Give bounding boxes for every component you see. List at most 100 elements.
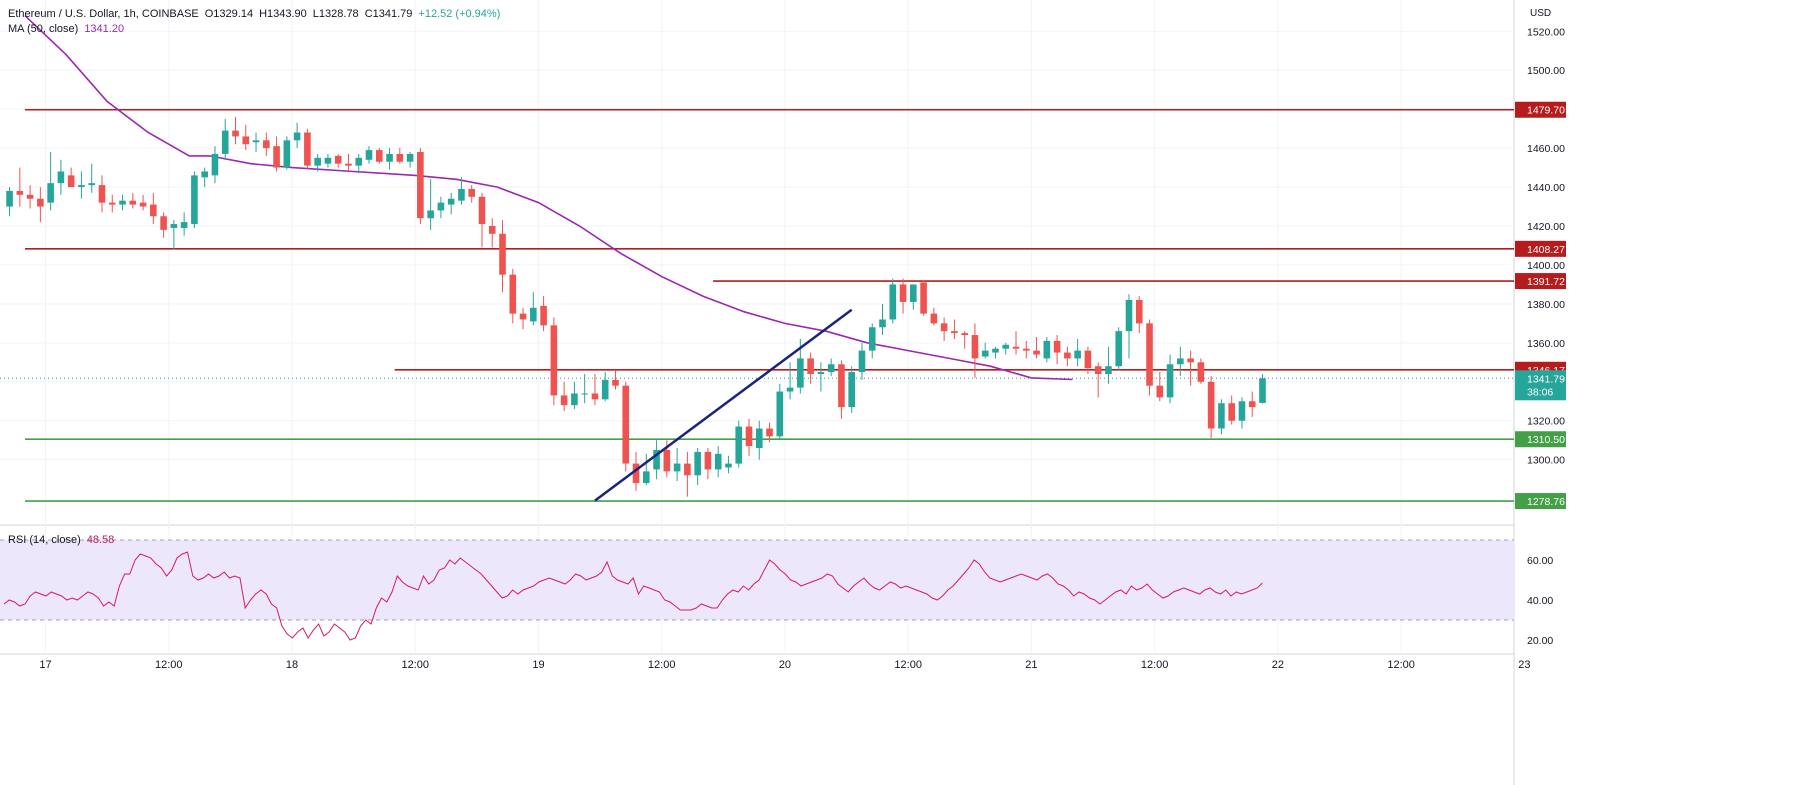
candle-body — [509, 274, 517, 314]
candle-body — [725, 463, 732, 468]
candle-body — [1043, 340, 1051, 359]
candle-body — [735, 426, 743, 464]
candle-body — [930, 313, 938, 324]
candle-body — [211, 153, 219, 176]
price-tick-label: 1320.00 — [1527, 416, 1565, 428]
candle-body — [560, 395, 568, 406]
candle-body — [1156, 385, 1164, 398]
high-value: H1343.90 — [259, 8, 307, 20]
candle-body — [817, 372, 825, 374]
time-axis: 17 12:00 18 12:00 19 12:00 20 12:00 21 12:00 22 12:… — [39, 659, 1530, 671]
candle-body — [971, 335, 979, 359]
rsi-band — [0, 540, 1514, 620]
candle-body — [612, 379, 619, 386]
price-tick-label: 1400.00 — [1527, 260, 1565, 272]
price-tick-label: 1460.00 — [1527, 143, 1565, 155]
candle-body — [591, 393, 599, 400]
candle-body — [848, 372, 855, 408]
support-level-label: 1310.50 — [1527, 434, 1565, 446]
candle-body — [108, 202, 116, 205]
candle-body — [1207, 381, 1215, 429]
candle-body — [694, 451, 701, 476]
price-tick-label: 1420.00 — [1527, 221, 1565, 233]
currency-label: USD — [1530, 8, 1551, 19]
candle-body — [6, 190, 13, 207]
rsi-tick-label: 40.00 — [1527, 595, 1553, 607]
candle-body — [899, 284, 907, 302]
candle-body — [201, 171, 208, 178]
candle-body — [314, 157, 321, 166]
candle-body — [242, 136, 250, 145]
candle-body — [550, 325, 558, 396]
candle-body — [653, 449, 660, 470]
support-level-tag — [1515, 493, 1566, 510]
rsi-tick-label: 60.00 — [1527, 555, 1553, 567]
ma-legend: MA (50, close) 1341.20 — [8, 23, 130, 35]
candle-body — [1012, 346, 1020, 349]
candle-body — [622, 385, 630, 464]
candle-body — [16, 190, 24, 195]
candle-body — [283, 140, 291, 168]
price-tick-label: 1360.00 — [1527, 338, 1565, 350]
candle-body — [1259, 378, 1266, 403]
resistance-level-tag — [1515, 273, 1566, 290]
candle-body — [375, 150, 383, 162]
candle-body — [910, 284, 917, 302]
time-tick-label: 12:00 — [648, 659, 676, 671]
candle-body — [642, 471, 650, 484]
time-tick-label: 12:00 — [155, 659, 183, 671]
candle-body — [263, 140, 270, 149]
time-tick-label: 20 — [779, 659, 791, 671]
candle-body — [858, 350, 866, 373]
trendline-layer — [594, 308, 853, 502]
candle-body — [427, 210, 434, 219]
candle-body — [1238, 401, 1246, 421]
candle-body — [807, 358, 814, 374]
rsi-legend: RSI (14, close) 48.58 — [8, 534, 120, 546]
last-price-tag — [1515, 370, 1566, 401]
candle-body — [437, 202, 445, 211]
candle-body — [1105, 366, 1112, 374]
candle-body — [889, 284, 897, 320]
candle-body — [304, 132, 311, 166]
candle-body — [571, 393, 578, 406]
candle-body — [797, 358, 804, 388]
candle-body — [180, 222, 188, 228]
candle-body — [601, 379, 609, 400]
candlestick-series — [6, 116, 1266, 497]
candle-body — [221, 130, 229, 154]
candle-body — [1053, 340, 1061, 353]
resistance-level-label: 1479.70 — [1527, 105, 1565, 117]
candle-body — [1187, 358, 1194, 363]
candle-body — [838, 364, 845, 408]
candle-body — [406, 153, 414, 162]
candle-body — [88, 183, 96, 186]
open-value: O1329.14 — [204, 8, 254, 20]
candle-body — [632, 463, 640, 484]
rsi-value: 48.58 — [86, 534, 115, 546]
candle-body — [673, 463, 681, 472]
candle-body — [1094, 366, 1102, 374]
price-tick-label: 1440.00 — [1527, 182, 1565, 194]
ma50-line — [24, 15, 1073, 381]
candle-body — [684, 463, 691, 476]
candle-body — [1228, 403, 1235, 421]
candle-body — [1074, 350, 1081, 359]
last-price-label: 1341.79 — [1527, 373, 1565, 385]
candle-body — [478, 196, 486, 225]
rsi-tick-label: 20.00 — [1527, 635, 1553, 647]
candle-body — [1084, 350, 1092, 369]
rsi-pane — [0, 539, 1514, 641]
time-tick-label: 22 — [1272, 659, 1284, 671]
time-tick-label: 21 — [1025, 659, 1037, 671]
candle-body — [26, 194, 34, 199]
price-tick-label: 1520.00 — [1527, 26, 1565, 38]
candle-body — [1197, 362, 1205, 382]
candle-body — [47, 183, 54, 203]
candle-body — [766, 428, 773, 437]
time-tick-label: 18 — [286, 659, 298, 671]
candle-body — [160, 216, 167, 230]
price-tick-label: 1500.00 — [1527, 65, 1565, 77]
candle-body — [488, 226, 496, 234]
